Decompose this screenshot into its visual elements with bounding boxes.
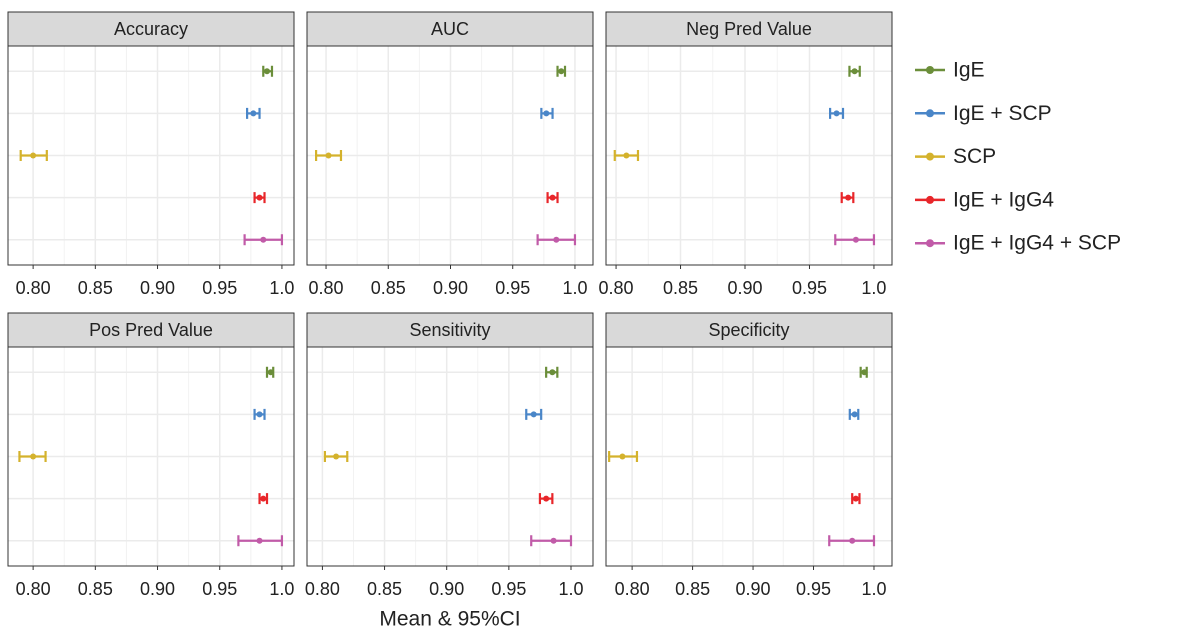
strip <box>7 11 295 47</box>
point <box>267 369 274 376</box>
x-tick-label: 0.90 <box>140 579 175 599</box>
panel-border <box>7 45 295 266</box>
panel-border <box>605 346 893 567</box>
x-tick-label: 0.95 <box>495 278 530 298</box>
x-tick-label: 0.85 <box>78 579 113 599</box>
point <box>852 495 859 502</box>
point <box>543 495 550 502</box>
legend-key-point <box>926 109 934 118</box>
point <box>30 453 37 460</box>
x-tick-label: 1.0 <box>269 579 294 599</box>
point <box>530 411 537 418</box>
point <box>543 110 550 117</box>
x-tick-label: 0.80 <box>615 579 650 599</box>
point <box>256 537 263 544</box>
strip <box>7 312 295 348</box>
panel-border <box>605 45 893 266</box>
x-tick-label: 0.95 <box>792 278 827 298</box>
x-tick-label: 0.90 <box>429 579 464 599</box>
x-tick-label: 0.80 <box>309 278 344 298</box>
point <box>849 537 856 544</box>
point <box>256 194 263 201</box>
strip <box>306 312 594 348</box>
x-tick-label: 1.0 <box>861 579 886 599</box>
x-tick-label: 0.80 <box>599 278 634 298</box>
x-tick-label: 0.90 <box>727 278 762 298</box>
x-tick-label: 0.95 <box>796 579 831 599</box>
panel-border <box>306 346 594 567</box>
legend-label: IgE + IgG4 + SCP <box>953 232 1121 255</box>
x-tick-label: 0.90 <box>140 278 175 298</box>
point <box>333 453 340 460</box>
legend-key-point <box>926 66 934 74</box>
x-tick-label: 0.95 <box>491 579 526 599</box>
point <box>264 68 271 75</box>
point <box>260 495 267 502</box>
panel-title: Pos Pred Value <box>89 320 213 340</box>
point <box>553 236 560 243</box>
x-tick-label: 1.0 <box>558 579 583 599</box>
x-tick-label: 1.0 <box>269 278 294 298</box>
legend-label: IgE <box>953 59 985 82</box>
point <box>256 411 263 418</box>
point <box>260 236 267 243</box>
point <box>845 194 852 201</box>
legend-key-point <box>926 152 934 161</box>
point <box>861 369 868 376</box>
panel-border <box>306 45 594 266</box>
point <box>851 68 858 75</box>
point <box>325 152 332 159</box>
panel-title: Accuracy <box>114 19 188 39</box>
x-tick-label: 0.90 <box>433 278 468 298</box>
x-tick-label: 1.0 <box>861 278 886 298</box>
x-tick-label: 0.80 <box>305 579 340 599</box>
point <box>623 152 630 159</box>
strip <box>605 11 893 47</box>
x-tick-label: 0.95 <box>202 278 237 298</box>
point <box>550 537 557 544</box>
panel-title: Sensitivity <box>409 320 490 340</box>
point <box>549 194 556 201</box>
legend-label: SCP <box>953 145 996 168</box>
x-tick-label: 1.0 <box>562 278 587 298</box>
point <box>549 369 556 376</box>
x-tick-label: 0.85 <box>367 579 402 599</box>
x-tick-label: 0.80 <box>16 278 51 298</box>
legend-key-point <box>926 239 934 248</box>
point <box>833 110 840 117</box>
x-tick-label: 0.90 <box>736 579 771 599</box>
panel-title: Specificity <box>708 320 789 340</box>
point <box>30 152 37 159</box>
legend-label: IgE + SCP <box>953 102 1052 125</box>
x-tick-label: 0.95 <box>202 579 237 599</box>
strip <box>605 312 893 348</box>
point <box>852 236 859 243</box>
point <box>250 110 257 117</box>
x-tick-label: 0.85 <box>371 278 406 298</box>
x-tick-label: 0.85 <box>675 579 710 599</box>
point <box>619 453 626 460</box>
panel-title: Neg Pred Value <box>686 19 812 39</box>
x-tick-label: 0.85 <box>78 278 113 298</box>
legend-label: IgE + IgG4 <box>953 188 1054 211</box>
x-tick-label: 0.85 <box>663 278 698 298</box>
legend-key-point <box>926 195 934 204</box>
x-tick-label: 0.80 <box>16 579 51 599</box>
point <box>558 68 565 75</box>
x-axis-label: Mean & 95%CI <box>379 608 520 631</box>
panel-border <box>7 346 295 567</box>
point <box>851 411 858 418</box>
panel-title: AUC <box>431 19 469 39</box>
